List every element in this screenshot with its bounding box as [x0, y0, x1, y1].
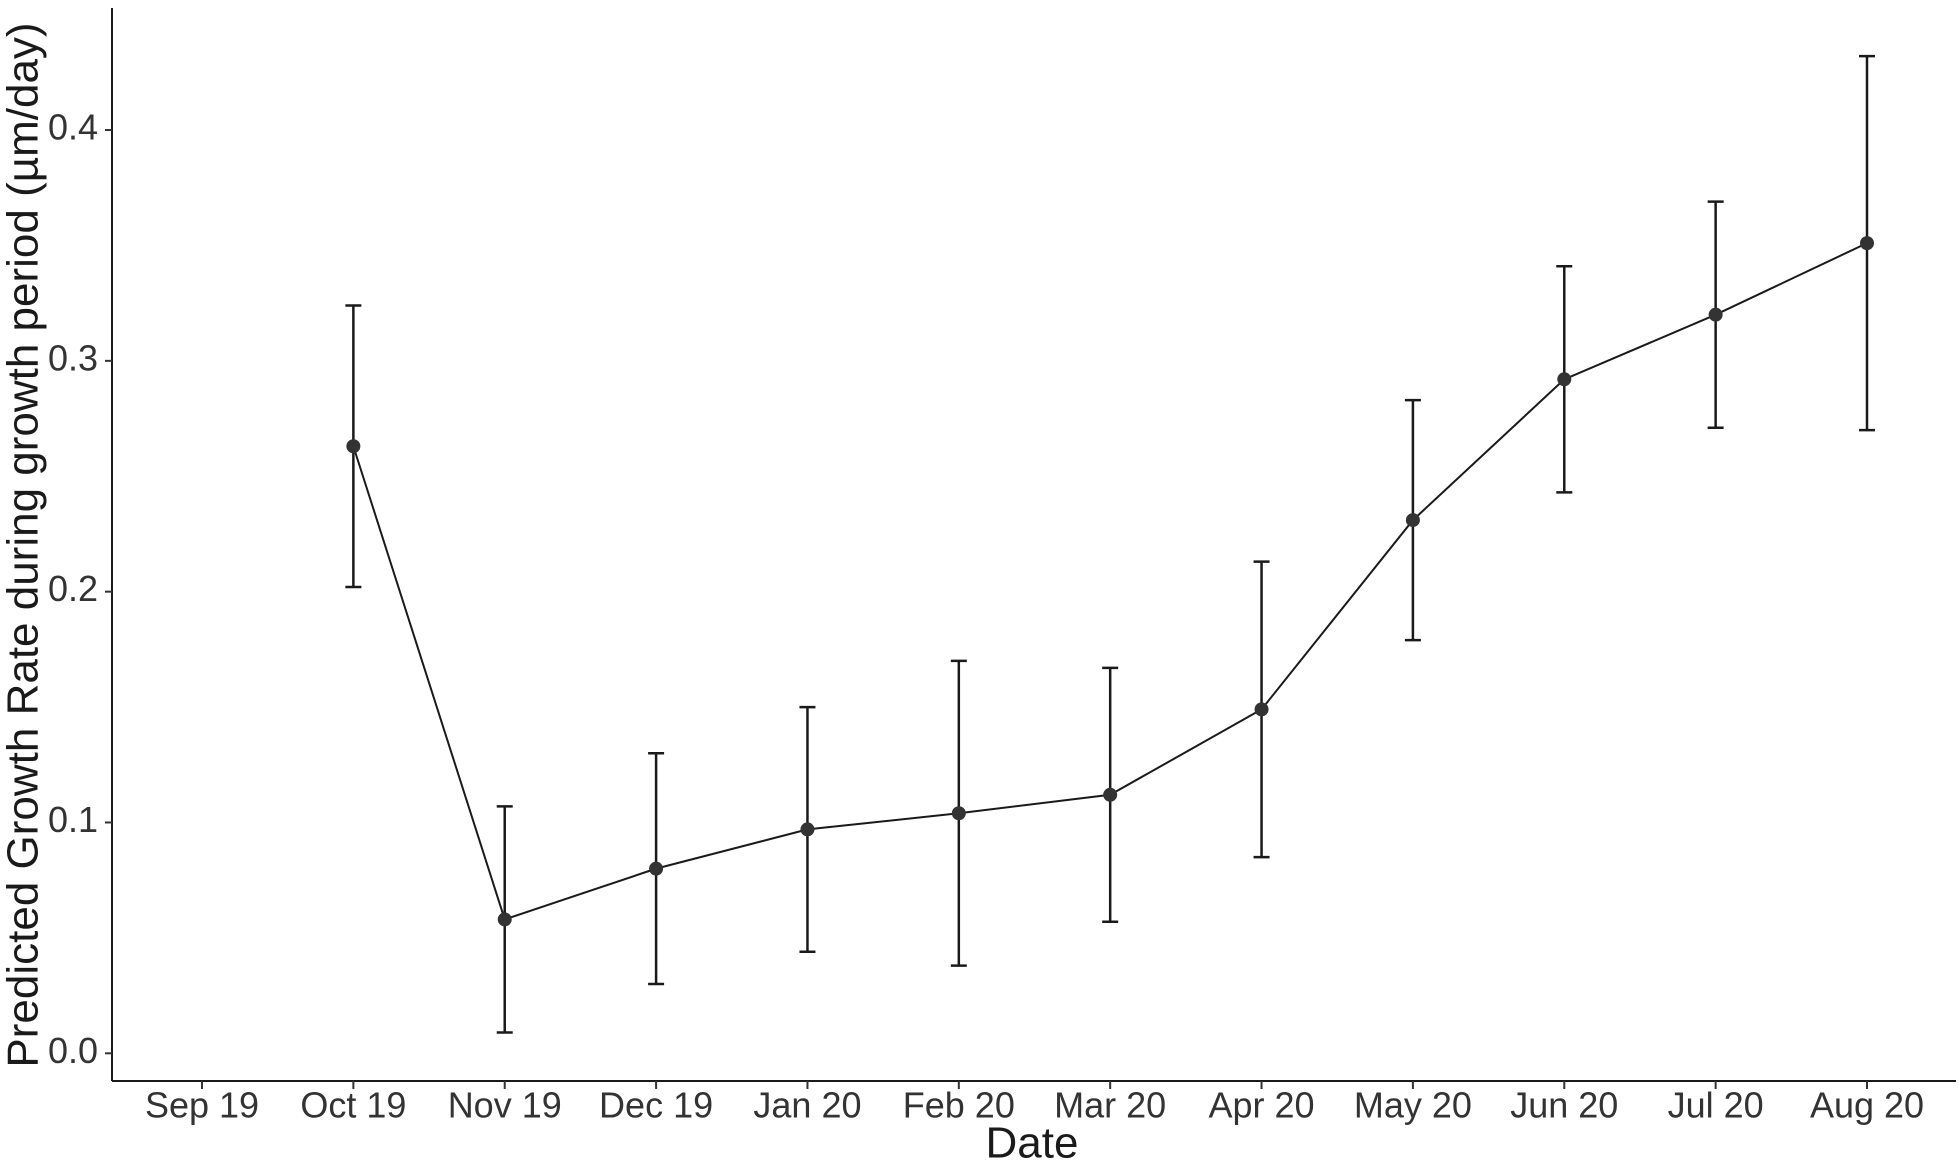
- x-tick-label: Dec 19: [599, 1085, 713, 1126]
- point: [346, 439, 361, 454]
- x-tick-label: Jan 20: [753, 1085, 861, 1126]
- point: [649, 861, 664, 876]
- point: [1103, 787, 1118, 802]
- y-tick-label: 0.3: [48, 337, 98, 378]
- y-tick-label: 0.4: [48, 107, 98, 148]
- x-tick-label: Sep 19: [145, 1085, 259, 1126]
- point: [1254, 702, 1269, 717]
- y-tick-label: 0.2: [48, 568, 98, 609]
- point: [497, 912, 512, 927]
- point: [1708, 307, 1723, 322]
- x-tick-label: May 20: [1354, 1085, 1472, 1126]
- x-axis-title: Date: [986, 1119, 1079, 1166]
- point: [1860, 236, 1874, 251]
- point: [951, 806, 966, 821]
- point: [800, 822, 815, 837]
- x-tick-label: Jun 20: [1510, 1085, 1618, 1126]
- x-tick-label: Jul 20: [1668, 1085, 1764, 1126]
- y-tick-label: 0.1: [48, 799, 98, 840]
- x-tick-label: Oct 19: [300, 1085, 406, 1126]
- point: [1557, 372, 1572, 387]
- x-tick-label: Feb 20: [903, 1085, 1015, 1126]
- x-tick-label: Aug 20: [1810, 1085, 1924, 1126]
- point: [1405, 513, 1420, 528]
- y-axis-title: Predicted Growth Rate during growth peri…: [0, 22, 48, 1067]
- x-tick-label: Mar 20: [1054, 1085, 1166, 1126]
- y-tick-label: 0.0: [48, 1030, 98, 1071]
- x-tick-label: Apr 20: [1209, 1085, 1315, 1126]
- x-tick-label: Nov 19: [448, 1085, 562, 1126]
